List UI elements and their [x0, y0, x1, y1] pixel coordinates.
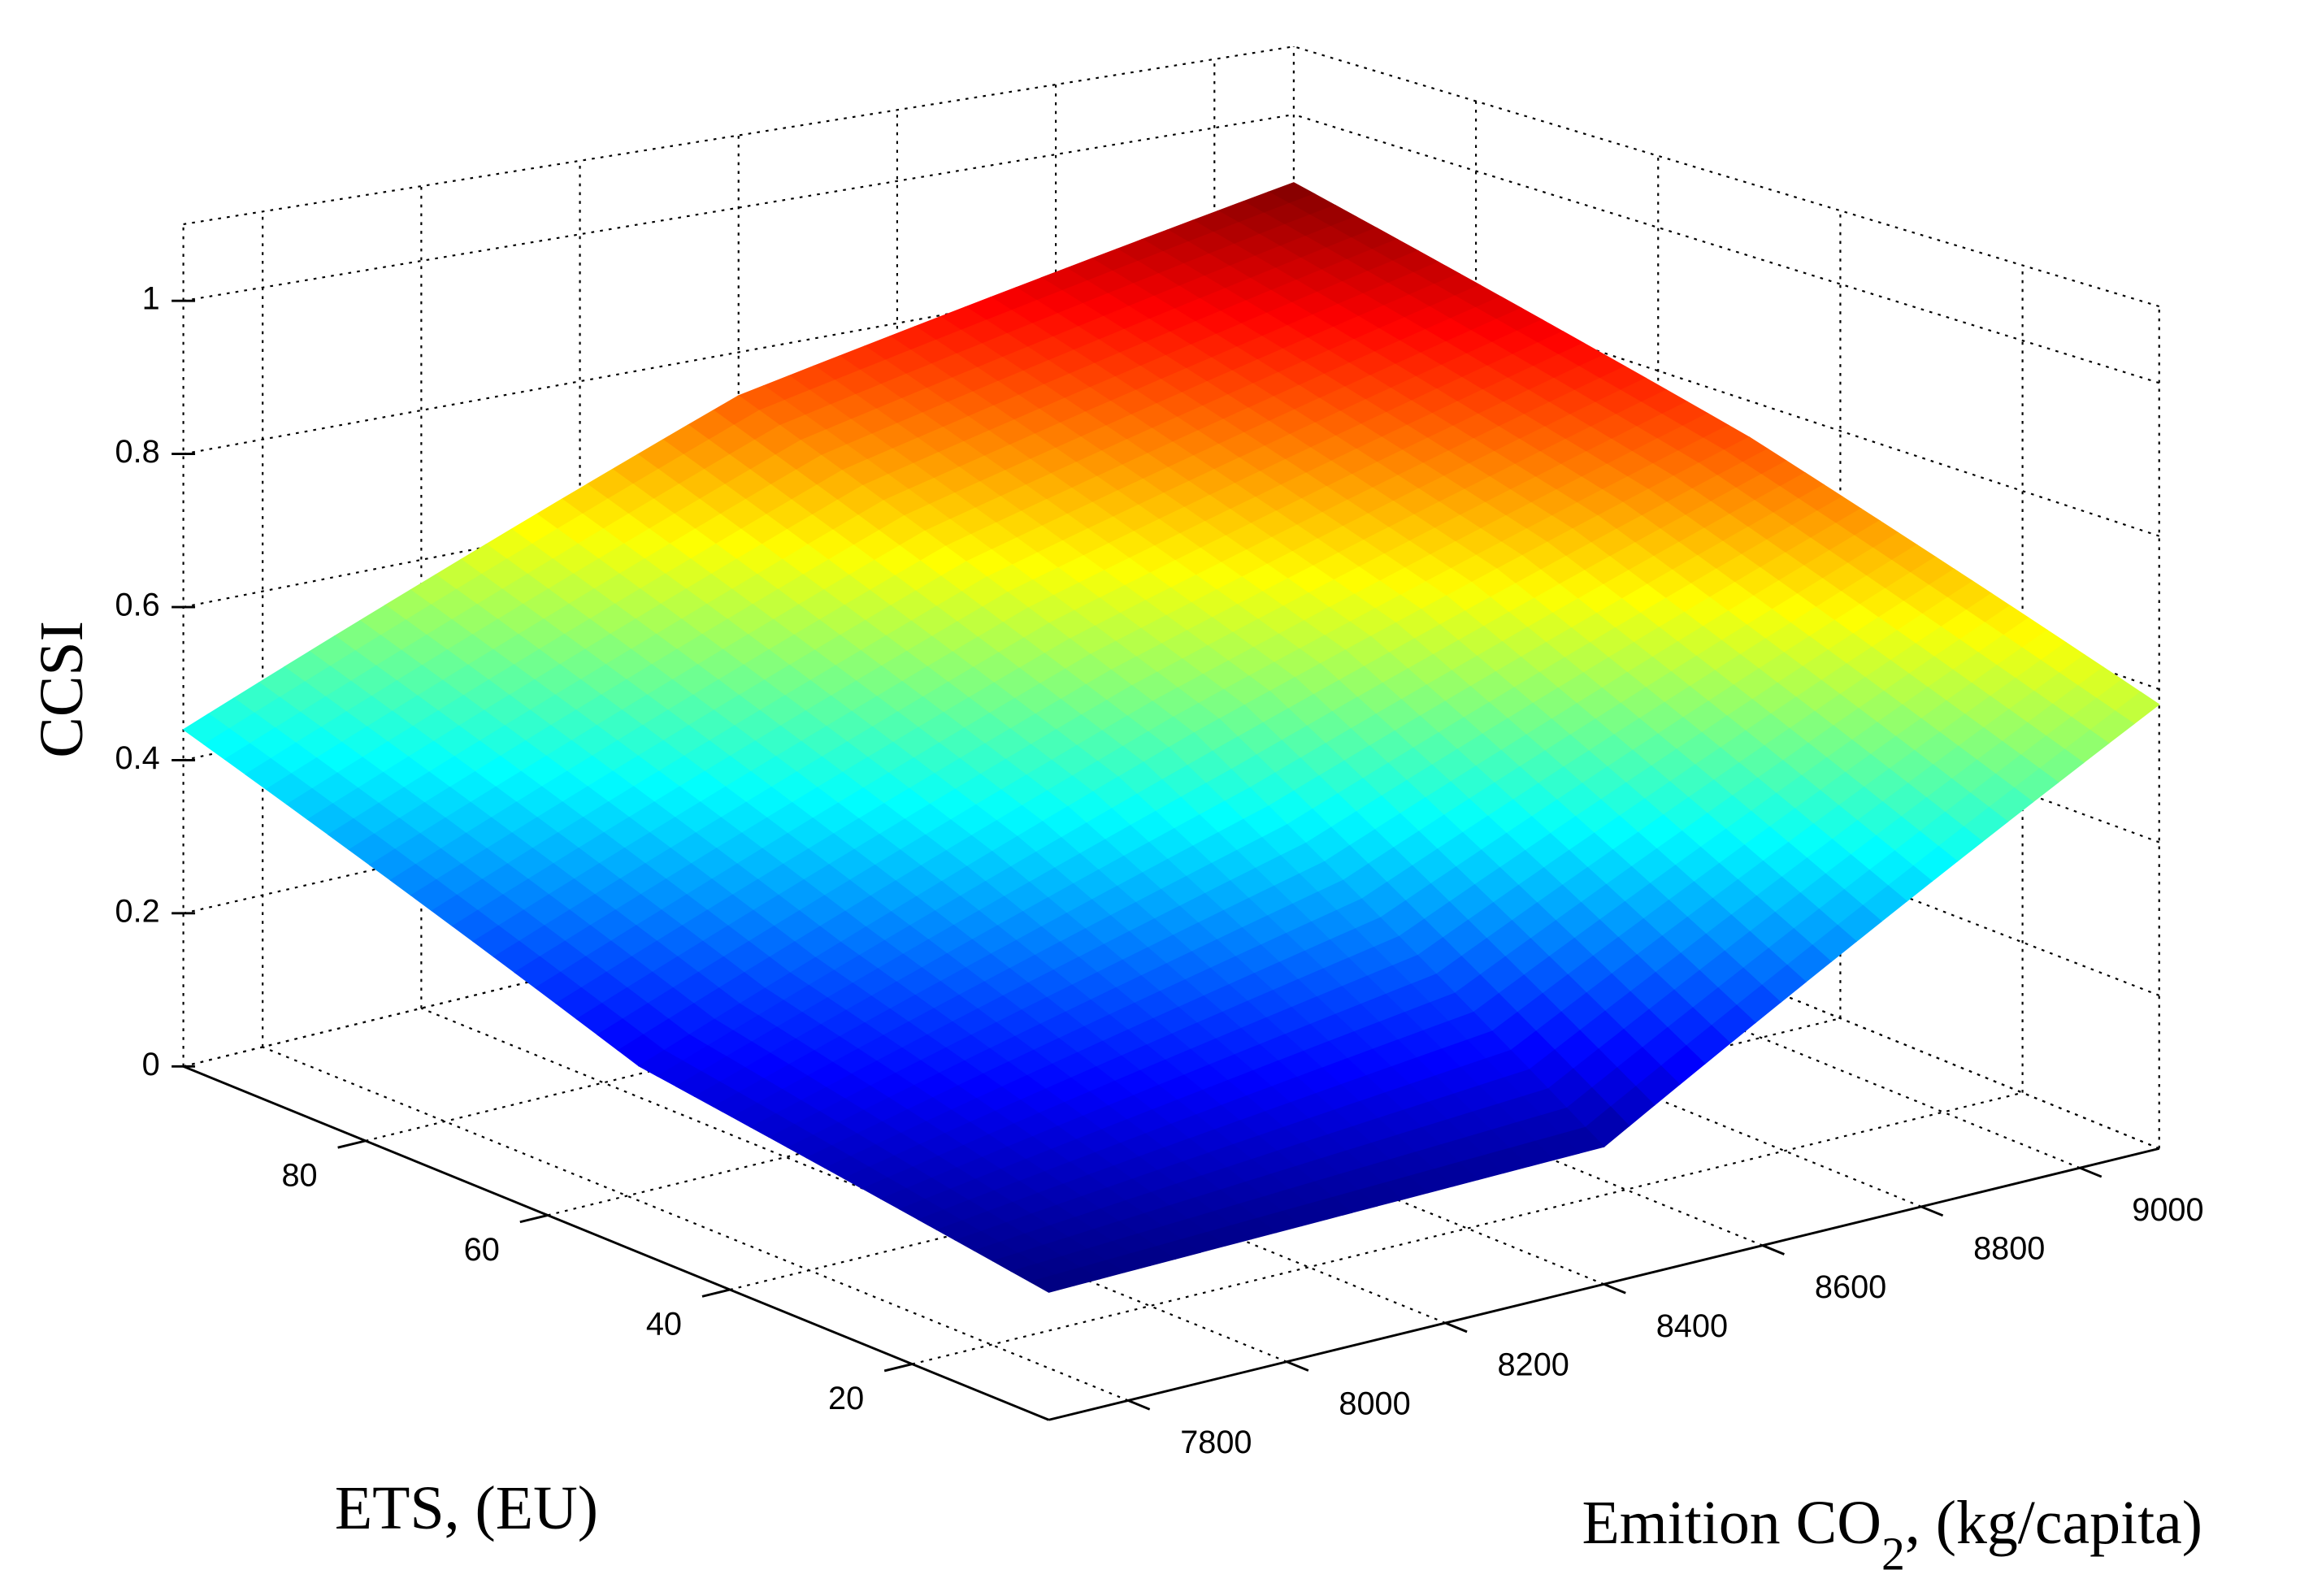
- y-tick-label: 8400: [1656, 1308, 1728, 1344]
- z-tick-label: 1: [142, 281, 160, 317]
- y-axis-label: Emition CO2, (kg/capita): [1582, 1489, 2202, 1580]
- y-tick-mark: [1920, 1205, 1944, 1217]
- y-tick-label: 7800: [1180, 1425, 1252, 1460]
- z-tick-label: 0.8: [115, 434, 160, 470]
- x-tick-label: 80: [281, 1157, 317, 1193]
- x-tick-label: 60: [464, 1232, 500, 1268]
- y-tick-label: 9000: [2132, 1192, 2203, 1228]
- y-tick-mark: [1603, 1282, 1626, 1295]
- z-axis-label: CCSI: [28, 621, 96, 758]
- x-tick-mark: [701, 1288, 731, 1298]
- box-edge: [183, 46, 1295, 226]
- x-tick-mark: [519, 1214, 549, 1224]
- z-tick-label: 0.4: [115, 740, 160, 776]
- y-axis-label-part: Emition CO: [1582, 1489, 1881, 1557]
- z-tick-label: 0.6: [115, 587, 160, 622]
- y-axis-label-subscript: 2: [1881, 1529, 1905, 1580]
- y-axis-label-part: , (kg/capita): [1905, 1489, 2202, 1557]
- y-tick-mark: [1444, 1321, 1468, 1334]
- box-edge: [1293, 46, 2160, 308]
- y-tick-mark: [1762, 1244, 1785, 1256]
- grid-line: [1293, 113, 2160, 384]
- y-tick-label: 8000: [1339, 1386, 1410, 1421]
- z-tick-label: 0.2: [115, 893, 160, 929]
- y-tick-mark: [1286, 1360, 1309, 1372]
- x-axis-line: [183, 1065, 1050, 1421]
- x-tick-mark: [883, 1363, 913, 1373]
- surface-layer: [182, 182, 2160, 1293]
- y-tick-label: 8600: [1815, 1269, 1886, 1305]
- y-tick-label: 8800: [1973, 1231, 2045, 1267]
- axis-layer: 20 40 60 80 7800 8000 8200 8400 8600 8800 9000 0 0.2…: [115, 281, 2204, 1460]
- z-tick-label: 0: [142, 1047, 160, 1082]
- grid-line: [183, 113, 1295, 302]
- surface-facet: [1029, 1274, 1075, 1293]
- y-tick-mark: [1127, 1399, 1151, 1411]
- grid-line: [420, 1007, 1287, 1363]
- y-tick-mark: [2079, 1166, 2103, 1178]
- x-tick-label: 20: [828, 1381, 864, 1416]
- grid-line: [262, 1046, 1129, 1402]
- x-tick-mark: [337, 1139, 367, 1149]
- x-axis-label: ETS, (EU): [335, 1474, 598, 1542]
- x-tick-label: 40: [646, 1307, 682, 1342]
- grid-line: [912, 1091, 2023, 1365]
- grid-line: [183, 249, 1295, 455]
- y-tick-label: 8200: [1498, 1347, 1569, 1383]
